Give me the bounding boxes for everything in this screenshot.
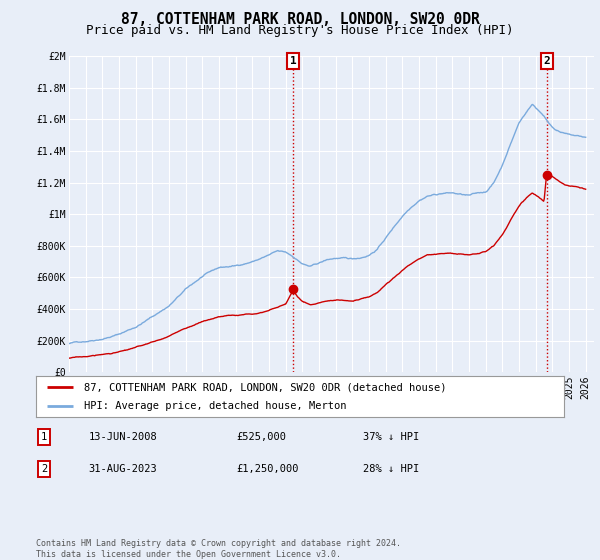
Text: £1,250,000: £1,250,000: [236, 464, 299, 474]
Text: Contains HM Land Registry data © Crown copyright and database right 2024.
This d: Contains HM Land Registry data © Crown c…: [36, 539, 401, 559]
Text: 37% ↓ HPI: 37% ↓ HPI: [364, 432, 419, 442]
Text: 2: 2: [41, 464, 47, 474]
Text: 28% ↓ HPI: 28% ↓ HPI: [364, 464, 419, 474]
Text: 13-JUN-2008: 13-JUN-2008: [89, 432, 158, 442]
Text: £525,000: £525,000: [236, 432, 287, 442]
Text: HPI: Average price, detached house, Merton: HPI: Average price, detached house, Mert…: [83, 401, 346, 411]
Text: 87, COTTENHAM PARK ROAD, LONDON, SW20 0DR: 87, COTTENHAM PARK ROAD, LONDON, SW20 0D…: [121, 12, 479, 27]
Text: 1: 1: [41, 432, 47, 442]
Text: 31-AUG-2023: 31-AUG-2023: [89, 464, 158, 474]
Text: 2: 2: [543, 56, 550, 66]
Text: Price paid vs. HM Land Registry's House Price Index (HPI): Price paid vs. HM Land Registry's House …: [86, 24, 514, 37]
Text: 87, COTTENHAM PARK ROAD, LONDON, SW20 0DR (detached house): 87, COTTENHAM PARK ROAD, LONDON, SW20 0D…: [83, 382, 446, 393]
Text: 1: 1: [290, 56, 296, 66]
